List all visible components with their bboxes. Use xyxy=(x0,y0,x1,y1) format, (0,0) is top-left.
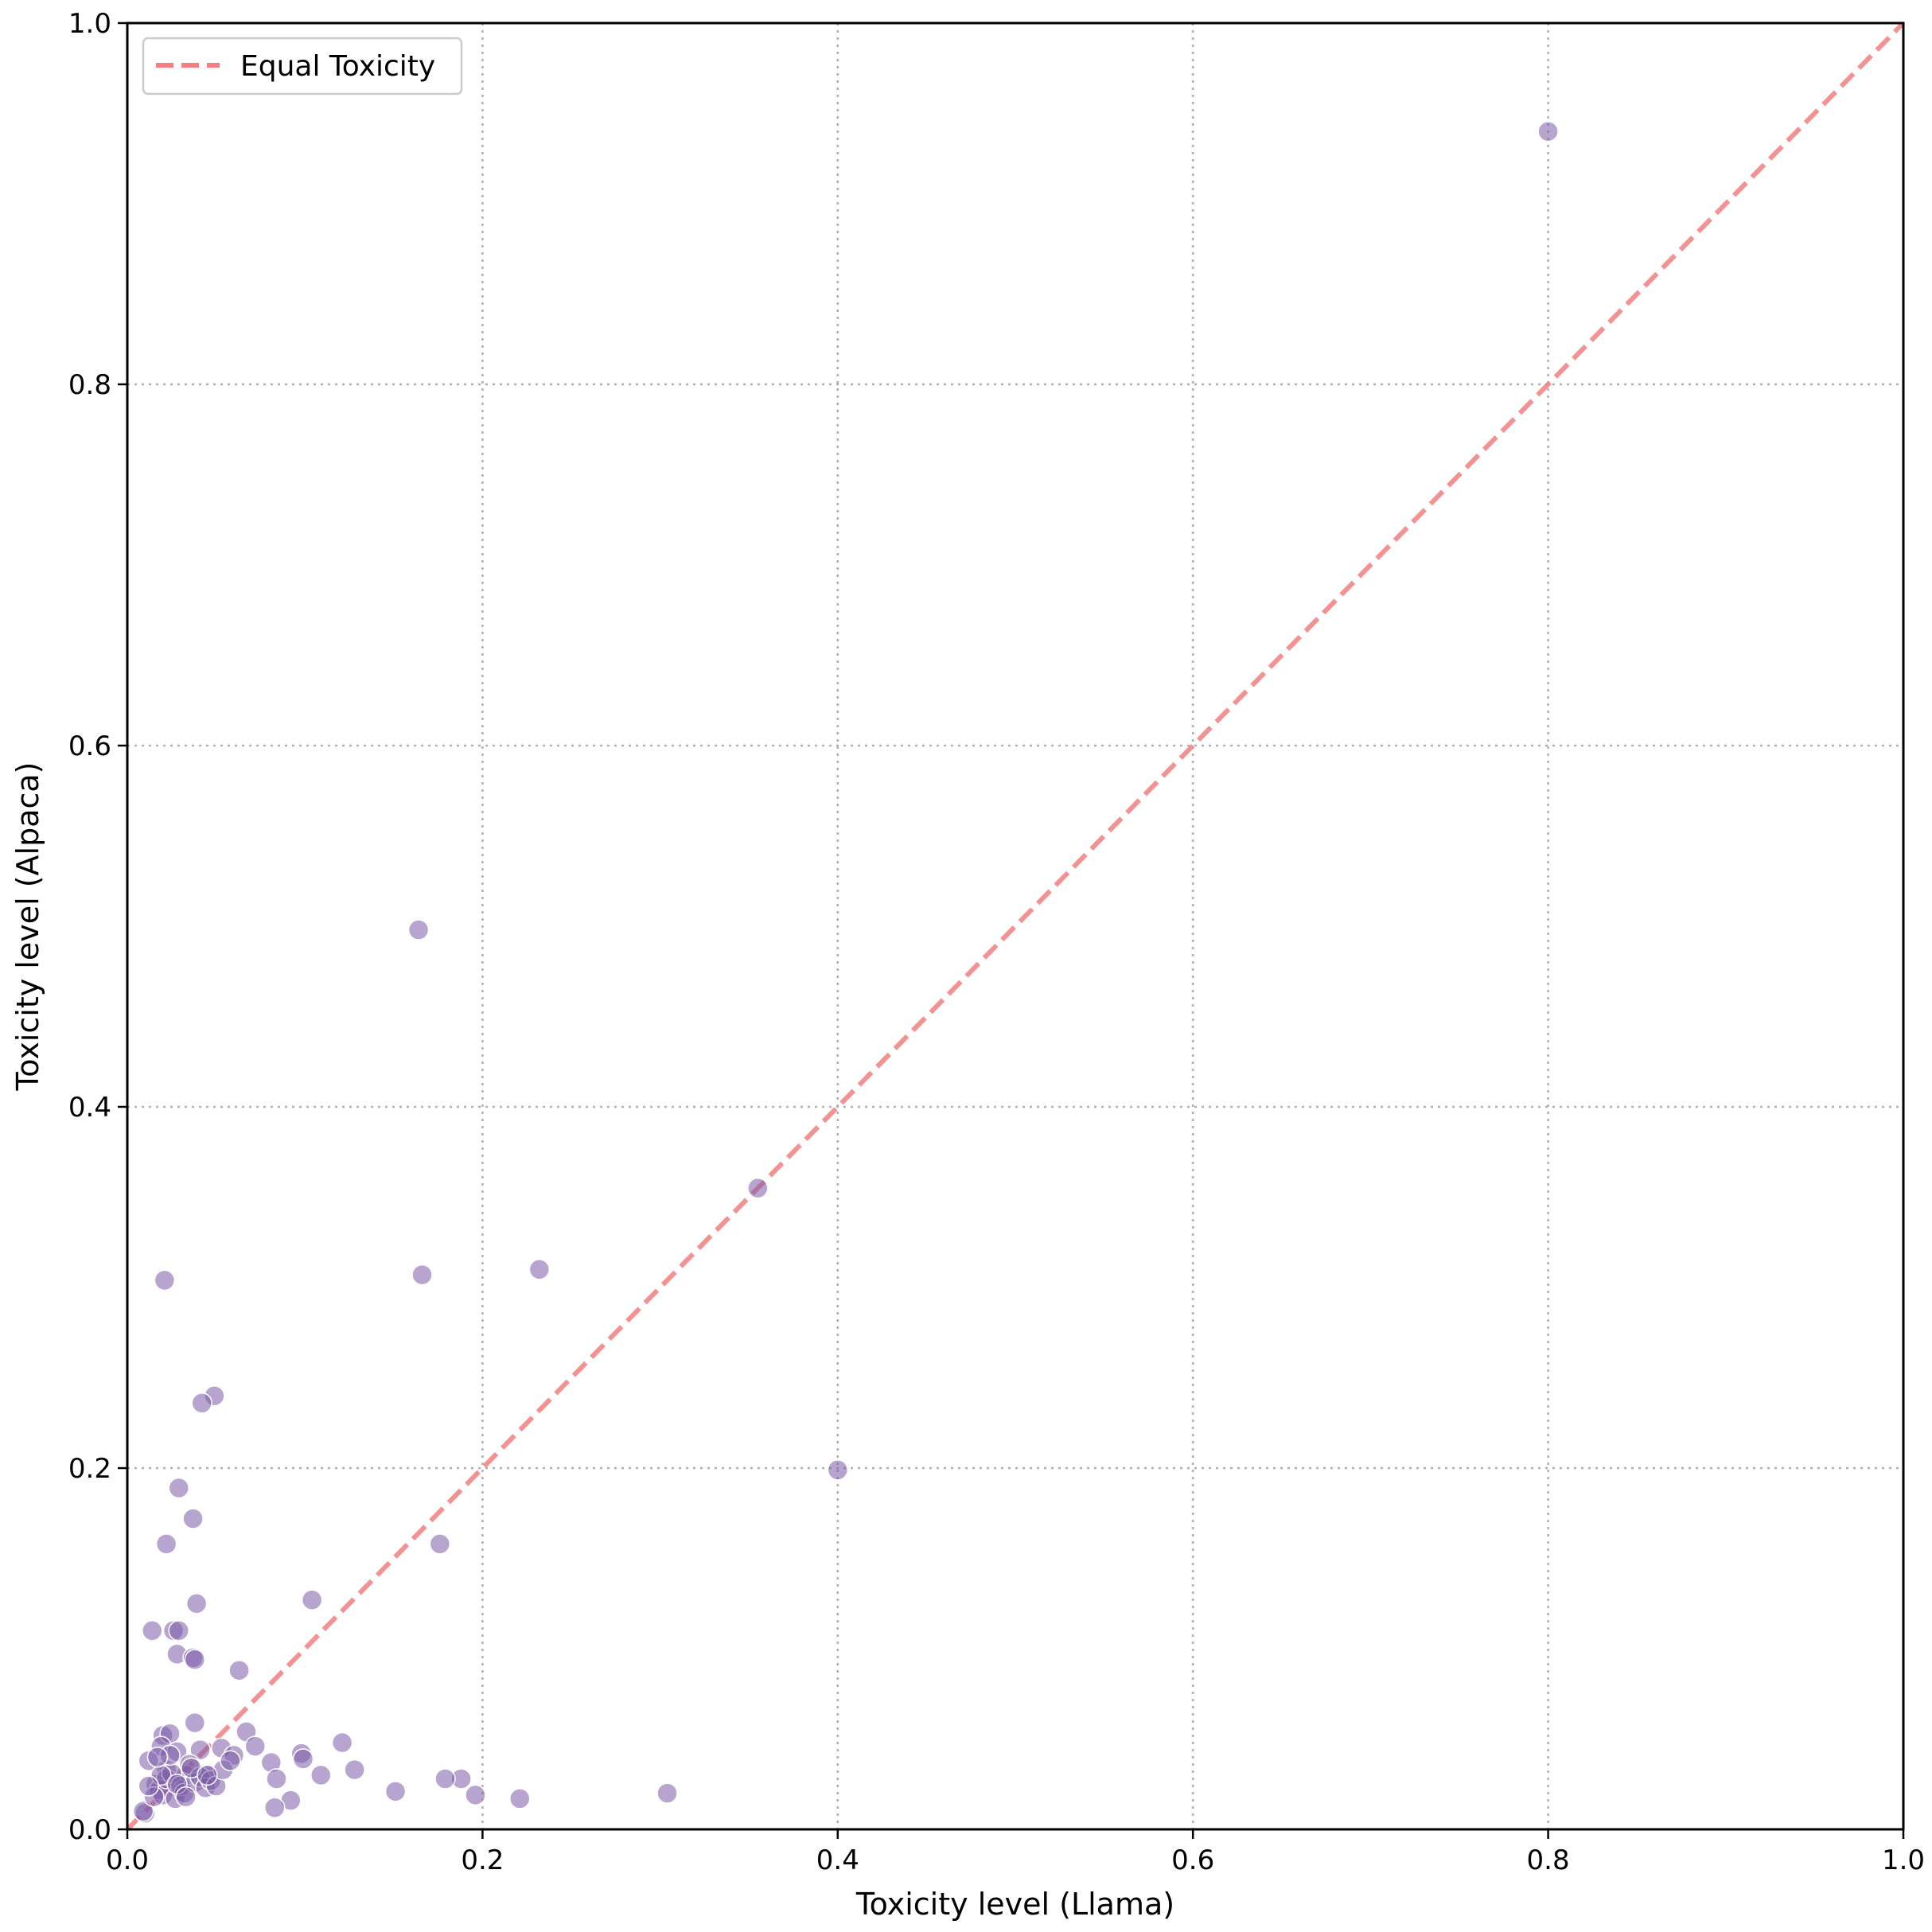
plot-frame xyxy=(126,21,1905,1831)
scatter-point xyxy=(168,1620,189,1642)
scatter-point xyxy=(185,1593,208,1615)
scatter-point xyxy=(191,1393,212,1414)
scatter-point xyxy=(141,1620,163,1642)
legend: Equal Toxicity xyxy=(142,37,463,95)
scatter-point xyxy=(310,1764,332,1786)
scatter-point xyxy=(182,1508,204,1529)
scatter-point xyxy=(331,1731,353,1754)
scatter-point xyxy=(175,1786,197,1808)
y-tick-label: 0.0 xyxy=(68,1814,111,1846)
scatter-point xyxy=(138,1775,160,1797)
axes xyxy=(126,21,1905,1831)
scatter-point xyxy=(656,1782,678,1804)
points-layer xyxy=(132,120,1559,1824)
x-tick-label: 0.0 xyxy=(106,1844,149,1876)
y-axis-label: Toxicity level (Alpaca) xyxy=(10,762,45,1091)
y-tick-label: 0.4 xyxy=(68,1092,111,1124)
legend-box xyxy=(142,37,463,95)
reference-line-layer xyxy=(125,21,1906,1832)
scatter-point xyxy=(344,1759,365,1781)
scatter-point xyxy=(434,1768,456,1790)
equal-toxicity-line xyxy=(125,21,1906,1832)
scatter-point xyxy=(301,1589,323,1611)
scatter-point xyxy=(407,919,430,941)
legend-label: Equal Toxicity xyxy=(240,50,435,83)
y-tick-label: 0.6 xyxy=(68,730,111,762)
x-tick-label: 0.8 xyxy=(1527,1844,1570,1876)
scatter-point xyxy=(228,1659,250,1681)
scatter-point xyxy=(528,1259,551,1280)
scatter-point xyxy=(292,1748,314,1770)
scatter-point xyxy=(384,1781,407,1802)
scatter-point xyxy=(146,1746,169,1768)
x-tick-label: 0.2 xyxy=(461,1844,504,1876)
scatter-point xyxy=(220,1750,241,1771)
scatter-point xyxy=(509,1788,531,1809)
x-axis-label: Toxicity level (Llama) xyxy=(855,1887,1174,1922)
scatter-point xyxy=(132,1801,154,1822)
y-tick-label: 0.8 xyxy=(68,369,111,401)
scatter-point xyxy=(429,1533,451,1555)
x-tick-label: 0.4 xyxy=(816,1844,859,1876)
scatter-point xyxy=(184,1649,206,1670)
x-tick-label: 0.6 xyxy=(1171,1844,1214,1876)
scatter-point xyxy=(1537,120,1559,142)
scatter-point xyxy=(154,1269,176,1291)
scatter-point xyxy=(244,1735,266,1757)
ticks: 0.0 0.2 0.4 0.6 0.8 1.0 0.0 0.2 0.4 0.6 0.8 1.0 xyxy=(68,8,1925,1876)
scatter-point xyxy=(189,1739,211,1761)
scatter-point xyxy=(747,1177,769,1199)
y-tick-label: 1.0 xyxy=(68,8,111,40)
scatter-point xyxy=(266,1768,287,1790)
scatter-point xyxy=(184,1712,206,1734)
scatter-point xyxy=(411,1264,433,1286)
y-tick-label: 0.2 xyxy=(68,1453,111,1485)
scatter-point xyxy=(264,1797,286,1819)
scatter-point xyxy=(197,1764,218,1786)
scatter-point xyxy=(465,1784,486,1806)
scatter-point xyxy=(155,1533,177,1555)
scatter-point xyxy=(827,1459,849,1481)
x-tick-label: 1.0 xyxy=(1882,1844,1925,1876)
scatter-point xyxy=(168,1477,189,1499)
